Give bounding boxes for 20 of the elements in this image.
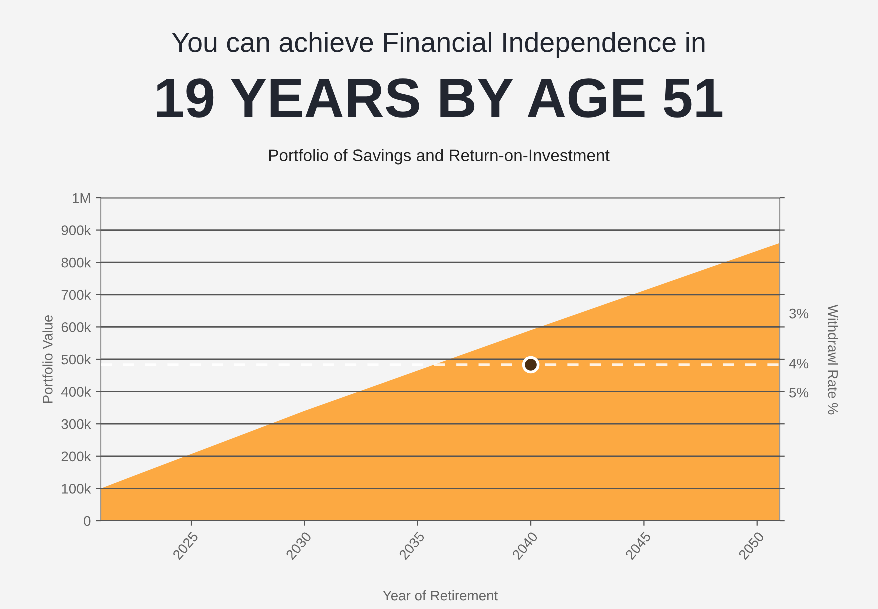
y-tick-label: 700k: [62, 290, 92, 300]
y-axis-title: Portfolio Value: [42, 315, 53, 404]
y-tick-label: 1M: [73, 193, 90, 204]
y-tick-label: 0: [84, 516, 91, 526]
y-tick-label: 500k: [62, 354, 92, 365]
y-tick-label: 300k: [62, 419, 92, 430]
y-tick-label: 600k: [62, 322, 92, 332]
y-tick-label: 800k: [62, 258, 92, 268]
x-axis-title: Year of Retirement: [383, 590, 498, 601]
chart-subtitle: 19 YEARS BY AGE 51: [157, 78, 723, 118]
text: 3%: [790, 308, 809, 319]
y-tick-label: 200k: [62, 451, 92, 462]
chart-title: You can achieve Financial Independence in: [172, 32, 705, 58]
text: 5%: [790, 388, 809, 398]
y-tick-label: 900k: [62, 225, 92, 236]
text: Portfolio of Savings and Return-on-Investment: [269, 149, 610, 165]
y-tick-label: 100k: [62, 484, 92, 494]
y-tick-label: 400k: [61, 386, 92, 397]
text: 4%: [789, 358, 809, 369]
y2-axis-title: Withdrawl Rate %: [828, 304, 838, 415]
